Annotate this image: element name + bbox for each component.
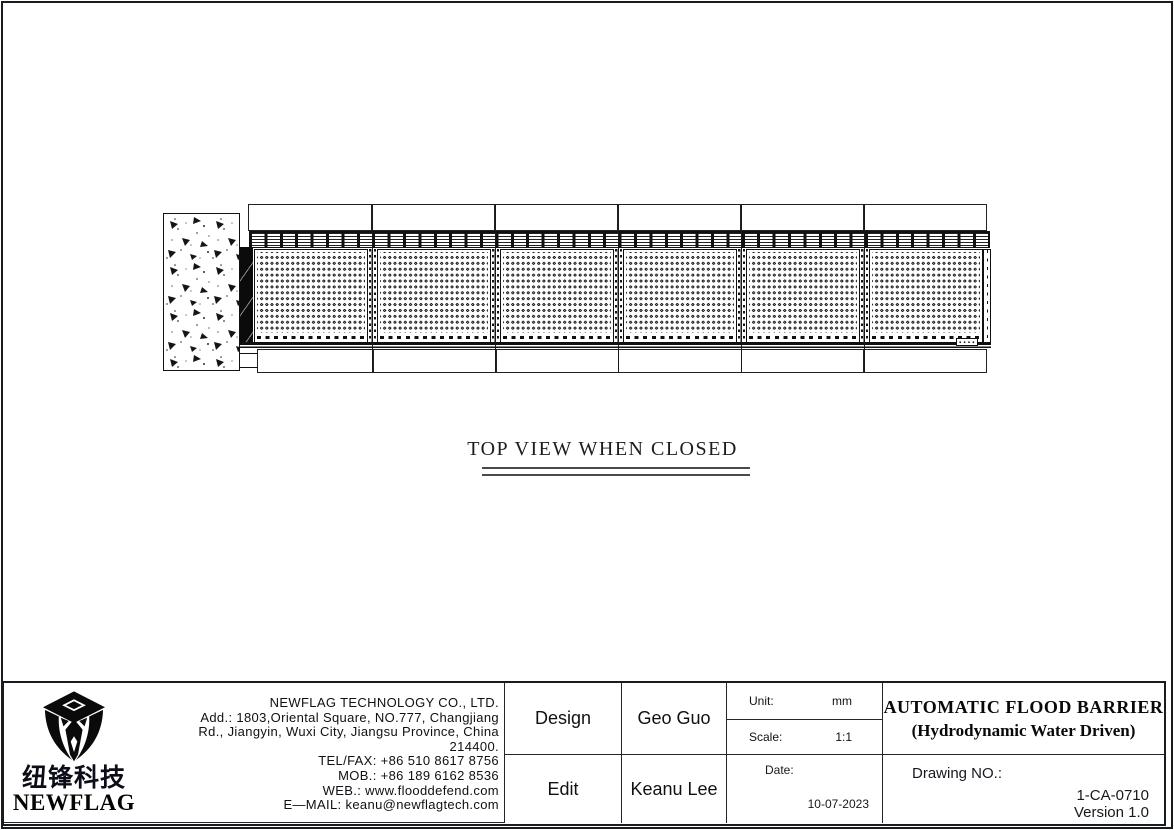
logo-english-name: NEWFLAG — [12, 790, 136, 815]
scale-cell: Scale: 1:1 — [727, 720, 883, 755]
unit-value: mm — [832, 694, 852, 708]
company-address-line: Rd., Jiangyin, Wuxi City, Jiangsu Provin… — [198, 724, 499, 740]
scale-value: 1:1 — [835, 730, 852, 744]
hinge-post — [240, 247, 253, 343]
date-label: Date: — [765, 763, 794, 777]
newflag-shield-icon — [42, 691, 106, 762]
bottom-channel-segment — [742, 350, 865, 372]
view-caption: TOP VIEW WHEN CLOSED — [467, 438, 738, 460]
barrier-panel-row — [254, 249, 991, 343]
bottom-channel — [257, 349, 987, 373]
hinge-axis-line — [864, 204, 865, 373]
drawing-version: Version 1.0 — [1073, 804, 1149, 821]
bottom-channel-segment — [258, 350, 374, 372]
company-email: E—MAIL: keanu@newflagtech.com — [283, 797, 499, 813]
unit-label: Unit: — [749, 694, 774, 708]
edit-name-cell: Keanu Lee — [622, 755, 727, 823]
scale-label: Scale: — [749, 730, 783, 744]
bottom-seal-edge — [240, 342, 991, 349]
top-channel-segment — [495, 205, 618, 230]
top-channel-segment — [864, 205, 986, 230]
drawing-no-label: Drawing NO.: — [912, 765, 1003, 782]
hinge-axis-line — [495, 204, 496, 373]
drawing-no-value: 1-CA-0710 — [1076, 787, 1149, 804]
date-value: 10-07-2023 — [807, 797, 869, 811]
barrier-panel — [746, 249, 860, 343]
drawing-subtitle: (Hydrodynamic Water Driven) — [911, 720, 1136, 740]
company-postcode: 214400. — [449, 738, 499, 754]
top-channel — [248, 204, 987, 231]
title-block: 纽锋科技 NEWFLAG NEWFLAG TECHNOLOGY CO., LTD… — [2, 681, 1166, 826]
drawing-title: AUTOMATIC FLOOD BARRIER — [883, 696, 1164, 717]
hinge-axis-line — [618, 204, 619, 373]
barrier-panel — [500, 249, 614, 343]
bottom-channel-segment — [497, 350, 620, 372]
design-name-cell: Geo Guo — [622, 683, 727, 755]
barrier-panel — [869, 249, 983, 343]
concrete-abutment — [163, 213, 240, 371]
end-cap — [983, 249, 991, 343]
date-cell: Date: 10-07-2023 — [727, 755, 883, 823]
abutment-step — [240, 353, 258, 368]
drain-grating — [249, 231, 990, 248]
caption-underline — [482, 467, 750, 476]
company-telfax: TEL/FAX: +86 510 8617 8756 — [318, 753, 499, 769]
top-channel-segment — [618, 205, 741, 230]
hinge-axis-line — [741, 204, 742, 373]
bottom-channel-segment — [619, 350, 742, 372]
company-contact-block: NEWFLAG TECHNOLOGY CO., LTD. Add.: 1803,… — [198, 695, 499, 813]
barrier-panel — [377, 249, 491, 343]
company-mobile: MOB.: +86 189 6162 8536 — [338, 767, 499, 783]
company-logo: 纽锋科技 NEWFLAG — [12, 687, 136, 815]
hinge-axis-line — [372, 204, 373, 373]
unit-cell: Unit: mm — [727, 683, 883, 720]
drawing-number-cell: Drawing NO.: 1-CA-0710 Version 1.0 — [883, 755, 1164, 823]
design-label-cell: Design — [505, 683, 622, 755]
latch-detail — [956, 338, 978, 346]
logo-chinese-name: 纽锋科技 — [21, 764, 126, 792]
company-info-cell: 纽锋科技 NEWFLAG NEWFLAG TECHNOLOGY CO., LTD… — [4, 683, 505, 823]
edit-label-cell: Edit — [505, 755, 622, 823]
flood-barrier-top-view — [163, 203, 992, 373]
company-name: NEWFLAG TECHNOLOGY CO., LTD. — [269, 695, 499, 710]
drawing-title-cell: AUTOMATIC FLOOD BARRIER (Hydrodynamic Wa… — [883, 683, 1164, 755]
barrier-panel — [623, 249, 737, 343]
top-channel-segment — [372, 205, 495, 230]
bottom-channel-segment — [864, 350, 986, 372]
company-address-line: Add.: 1803,Oriental Square, NO.777, Chan… — [200, 709, 499, 725]
top-channel-segment — [741, 205, 864, 230]
bottom-channel-segment — [374, 350, 497, 372]
barrier-panel — [254, 249, 368, 343]
company-website: WEB.: www.flooddefend.com — [322, 782, 499, 798]
top-channel-segment — [249, 205, 372, 230]
